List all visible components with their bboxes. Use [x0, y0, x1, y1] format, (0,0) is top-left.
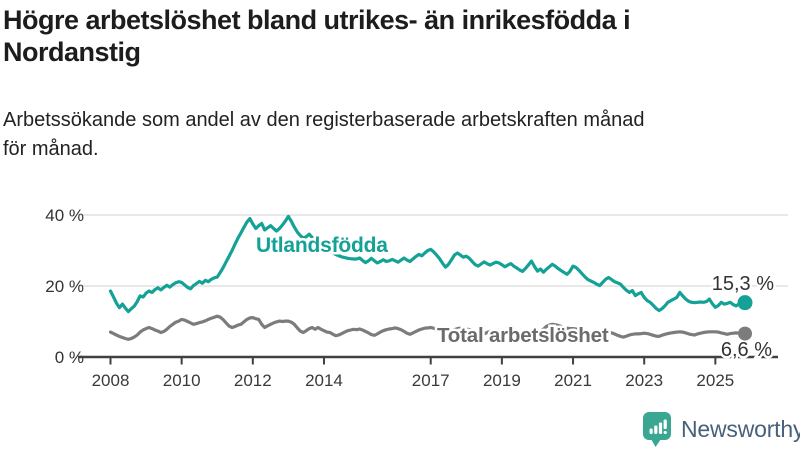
title-line-1: Högre arbetslöshet bland utrikes- än inr…	[3, 5, 631, 35]
y-axis-tick-label: 40 %	[45, 206, 84, 225]
x-axis-tick-label: 2021	[554, 371, 592, 390]
newsworthy-logo-text: Newsworthy	[681, 416, 800, 442]
page-title: Högre arbetslöshet bland utrikes- än inr…	[3, 4, 793, 68]
newsworthy-bar-chart-bubble-icon	[643, 412, 671, 447]
x-axis-tick-label: 2017	[412, 371, 450, 390]
x-axis-tick-label: 2023	[625, 371, 663, 390]
end-value-label-utlandsfodda: 15,3 %	[712, 273, 774, 295]
x-axis-tick-label: 2008	[92, 371, 130, 390]
x-axis-tick-label: 2019	[483, 371, 521, 390]
end-value-label-total: 6,6 %	[721, 339, 772, 361]
y-axis-tick-label: 0 %	[55, 348, 84, 367]
end-dot-total	[738, 326, 752, 341]
newsworthy-logo: Newsworthy	[640, 411, 800, 448]
x-axis-tick-label: 2012	[234, 371, 272, 390]
subtitle-line-2: för månad.	[3, 138, 99, 160]
title-line-2: Nordanstig	[3, 37, 141, 67]
series-line-total	[108, 314, 747, 341]
end-dot-utlandsfodda	[737, 295, 753, 311]
chart-subtitle: Arbetssökande som andel av den registerb…	[3, 106, 793, 164]
series-line-utlandsfodda	[108, 214, 747, 314]
x-axis-tick-label: 2014	[305, 371, 343, 390]
x-axis-tick-label: 2025	[696, 371, 734, 390]
y-axis-tick-label: 20 %	[45, 277, 84, 296]
subtitle-line-1: Arbetssökande som andel av den registerb…	[3, 109, 645, 131]
series-label-utlandsfodda: Utlandsfödda	[256, 234, 388, 257]
series-label-total: Total arbetslöshet	[437, 324, 609, 347]
x-axis-tick-label: 2010	[163, 371, 201, 390]
